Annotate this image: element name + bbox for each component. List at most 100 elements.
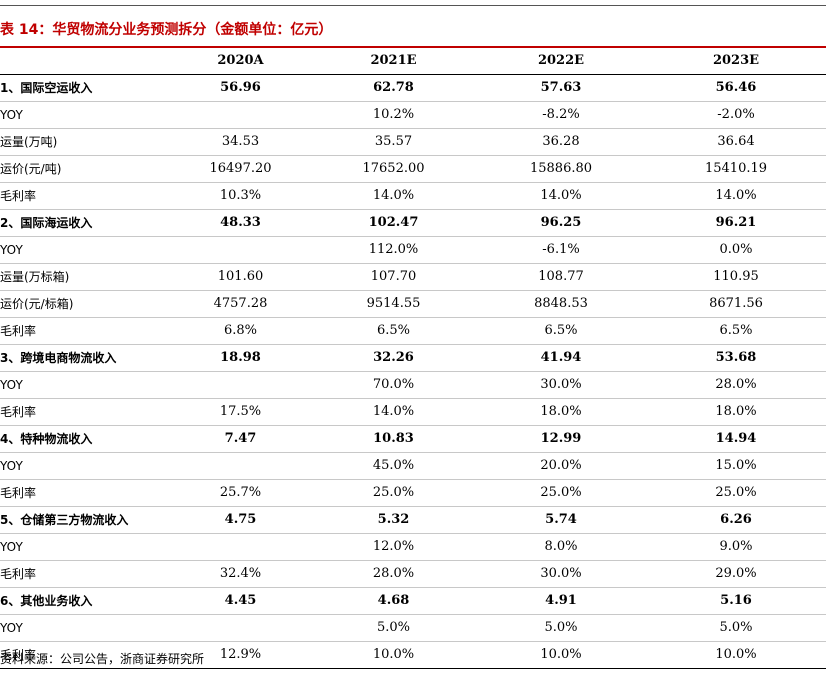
table-cell: 15410.19 xyxy=(646,155,826,183)
row-label: 1、国际空运收入 xyxy=(0,74,170,102)
table-cell: 57.63 xyxy=(476,74,646,102)
table-cell: 12.99 xyxy=(476,425,646,453)
table-cell: 12.9% xyxy=(170,641,311,669)
table-row: 毛利率 25.7% 25.0% 25.0% 25.0% xyxy=(0,479,826,507)
table-cell: 110.95 xyxy=(646,263,826,291)
table-cell: 70.0% xyxy=(311,371,476,399)
table-cell xyxy=(170,101,311,129)
row-label: 2、国际海运收入 xyxy=(0,209,170,237)
table-cell: 6.5% xyxy=(646,317,826,345)
table-cell xyxy=(170,614,311,642)
table-cell: 36.28 xyxy=(476,128,646,156)
table-cell: 18.0% xyxy=(476,398,646,426)
table-cell: 6.5% xyxy=(311,317,476,345)
table-cell: 17652.00 xyxy=(311,155,476,183)
table-row: YOY 10.2% -8.2% -2.0% xyxy=(0,101,826,129)
table-row: 2、国际海运收入 48.33 102.47 96.25 96.21 xyxy=(0,209,826,237)
row-label: 毛利率 xyxy=(0,182,170,210)
table-cell: 5.74 xyxy=(476,506,646,534)
table-row: 运价(元/标箱) 4757.28 9514.55 8848.53 8671.56 xyxy=(0,290,826,318)
row-label: YOY xyxy=(0,371,170,399)
table-cell: 8671.56 xyxy=(646,290,826,318)
table-cell: 14.0% xyxy=(311,182,476,210)
table-cell: 62.78 xyxy=(311,74,476,102)
table-cell: 41.94 xyxy=(476,344,646,372)
table-row: 运价(元/吨) 16497.20 17652.00 15886.80 15410.19 xyxy=(0,155,826,183)
table-cell: 30.0% xyxy=(476,560,646,588)
table-cell: 107.70 xyxy=(311,263,476,291)
table-cell xyxy=(170,533,311,561)
row-label: YOY xyxy=(0,452,170,480)
table-cell: 25.0% xyxy=(311,479,476,507)
row-label: YOY xyxy=(0,101,170,129)
table-cell: 10.0% xyxy=(311,641,476,669)
table-cell: 15.0% xyxy=(646,452,826,480)
top-rule xyxy=(0,5,826,6)
table-cell: 96.25 xyxy=(476,209,646,237)
row-label: 运量(万标箱) xyxy=(0,263,170,291)
row-label: 6、其他业务收入 xyxy=(0,587,170,615)
table-cell: 18.98 xyxy=(170,344,311,372)
table-cell: 0.0% xyxy=(646,236,826,264)
table-title: 表 14：华贸物流分业务预测拆分（金额单位：亿元） xyxy=(0,22,333,38)
row-label: 运价(元/标箱) xyxy=(0,290,170,318)
table-cell: 4.91 xyxy=(476,587,646,615)
table-row: 毛利率 12.9% 10.0% 10.0% 10.0% xyxy=(0,641,826,669)
table-cell: 4.75 xyxy=(170,506,311,534)
table-cell: 53.68 xyxy=(646,344,826,372)
table-cell: -2.0% xyxy=(646,101,826,129)
table-cell xyxy=(170,452,311,480)
table-row: 4、特种物流收入 7.47 10.83 12.99 14.94 xyxy=(0,425,826,453)
table-cell: 10.0% xyxy=(646,641,826,669)
table-cell: 56.46 xyxy=(646,74,826,102)
table-cell: 18.0% xyxy=(646,398,826,426)
table-cell: 10.3% xyxy=(170,182,311,210)
table-cell: 25.0% xyxy=(476,479,646,507)
table-cell: 10.0% xyxy=(476,641,646,669)
table-cell: 17.5% xyxy=(170,398,311,426)
table-cell: 5.32 xyxy=(311,506,476,534)
table-cell: 25.7% xyxy=(170,479,311,507)
table-cell: -8.2% xyxy=(476,101,646,129)
table-cell: 5.0% xyxy=(476,614,646,642)
table-cell: 9514.55 xyxy=(311,290,476,318)
table-cell: 12.0% xyxy=(311,533,476,561)
title-rule xyxy=(0,46,826,48)
table-cell: 32.4% xyxy=(170,560,311,588)
table-cell: 45.0% xyxy=(311,452,476,480)
table-cell: 29.0% xyxy=(646,560,826,588)
table-cell: 6.5% xyxy=(476,317,646,345)
column-header: 2021E xyxy=(311,48,476,75)
table-cell: 7.47 xyxy=(170,425,311,453)
table-row: YOY 45.0% 20.0% 15.0% xyxy=(0,452,826,480)
row-label: 毛利率 xyxy=(0,479,170,507)
column-header xyxy=(0,48,170,75)
header-row: 2020A 2021E 2022E 2023E xyxy=(0,48,826,75)
table-cell: 6.8% xyxy=(170,317,311,345)
row-label: YOY xyxy=(0,236,170,264)
table-cell: 30.0% xyxy=(476,371,646,399)
table-row: 5、仓储第三方物流收入 4.75 5.32 5.74 6.26 xyxy=(0,506,826,534)
table-cell: 14.94 xyxy=(646,425,826,453)
table-cell xyxy=(170,371,311,399)
table-row: 毛利率 6.8% 6.5% 6.5% 6.5% xyxy=(0,317,826,345)
table-cell: 5.0% xyxy=(646,614,826,642)
table-cell: 20.0% xyxy=(476,452,646,480)
table-cell: 5.0% xyxy=(311,614,476,642)
row-label: 运价(元/吨) xyxy=(0,155,170,183)
table-cell: 4.45 xyxy=(170,587,311,615)
table-cell: 8848.53 xyxy=(476,290,646,318)
row-label: YOY xyxy=(0,533,170,561)
row-label: 4、特种物流收入 xyxy=(0,425,170,453)
row-label: 毛利率 xyxy=(0,398,170,426)
table-cell xyxy=(170,236,311,264)
table-cell: 9.0% xyxy=(646,533,826,561)
column-header: 2022E xyxy=(476,48,646,75)
row-label: 3、跨境电商物流收入 xyxy=(0,344,170,372)
table-cell: 102.47 xyxy=(311,209,476,237)
table-cell: 56.96 xyxy=(170,74,311,102)
row-label: 毛利率 xyxy=(0,641,170,669)
table-row: YOY 5.0% 5.0% 5.0% xyxy=(0,614,826,642)
table-cell: 10.2% xyxy=(311,101,476,129)
table-cell: 35.57 xyxy=(311,128,476,156)
